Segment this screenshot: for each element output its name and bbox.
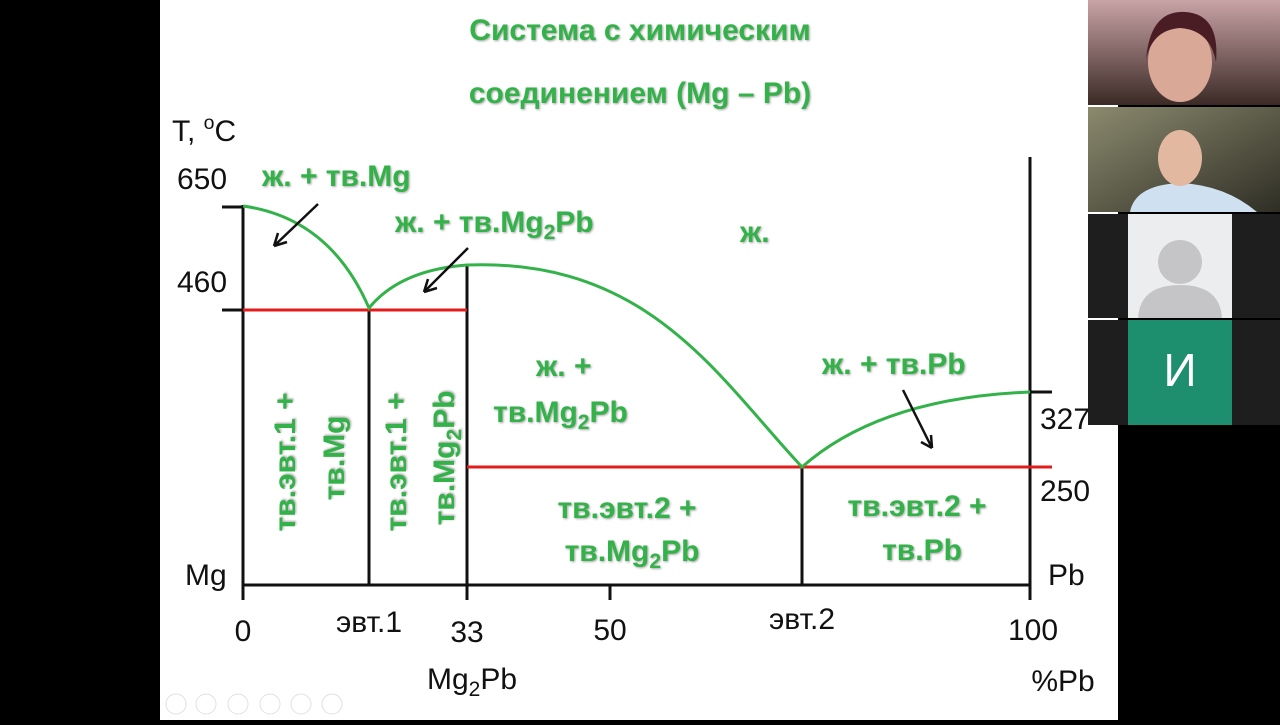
region-label: тв.эвт.2 + — [847, 490, 986, 523]
text-part: 2 — [443, 429, 466, 441]
avatar-body — [1138, 285, 1222, 318]
region-label: тв.эвт.2 + — [557, 492, 696, 525]
region-label: ж. — [739, 216, 770, 249]
label: 650 — [177, 163, 227, 196]
label: 50 — [593, 614, 626, 647]
text-part: 2 — [469, 678, 481, 701]
participant-face — [1158, 130, 1202, 186]
participant-body — [1130, 183, 1257, 212]
slide-controls[interactable] — [165, 693, 343, 715]
text-part: Pb — [589, 396, 627, 429]
text-part: 2 — [649, 550, 661, 573]
text-part: Pb — [555, 206, 593, 239]
diagram — [222, 157, 1052, 600]
text-part: ж. + тв.Mg — [394, 206, 544, 239]
slide-title: соединением (Mg – Pb) — [469, 77, 811, 110]
region-label: тв.Mg2Pb — [428, 391, 466, 526]
text-part: Pb — [428, 391, 461, 429]
text-part: 2 — [578, 411, 590, 434]
label: 327 — [1040, 403, 1090, 436]
text-part: Mg — [427, 663, 469, 696]
region-label: тв.эвт.1 + — [380, 392, 413, 531]
text-part: C — [215, 115, 237, 148]
arrows — [273, 203, 934, 449]
label: Pb — [1048, 559, 1085, 592]
label: Mg2Pb — [427, 663, 517, 701]
region-label: тв.Pb — [882, 534, 962, 567]
label: эвт.2 — [769, 603, 835, 636]
region-label: ж. + тв.Pb — [821, 348, 966, 381]
region-label: ж. + тв.Mg — [261, 160, 411, 193]
label: %Pb — [1031, 665, 1094, 698]
region-label: тв.Mg2Pb — [565, 535, 700, 573]
text-part: Pb — [661, 535, 699, 568]
region-label: тв.эвт.1 + — [269, 392, 302, 531]
participant-hair — [1146, 11, 1217, 62]
video-tiles: И — [1088, 0, 1280, 425]
text-part: o — [204, 112, 215, 134]
y-axis-label: T, oC — [172, 112, 236, 148]
text-part: тв.Mg — [493, 396, 578, 429]
region-label: тв.Mg — [318, 416, 351, 501]
label: эвт.1 — [336, 606, 402, 639]
slide-title: Система с химическим — [469, 14, 810, 47]
label: 33 — [450, 616, 483, 649]
label: 250 — [1040, 475, 1090, 508]
text-part: T, — [172, 115, 204, 148]
region-label: тв.Mg2Pb — [493, 396, 628, 434]
label: 100 — [1008, 614, 1058, 647]
text-part: тв.Mg — [428, 441, 461, 526]
label: 460 — [177, 266, 227, 299]
region-label: ж. + тв.Mg2Pb — [394, 206, 594, 244]
text-part: 2 — [544, 221, 556, 244]
avatar-head — [1158, 240, 1202, 284]
participant-face — [1148, 22, 1212, 102]
arrowheads — [272, 232, 934, 450]
text-part: Pb — [480, 663, 517, 696]
label: Mg — [185, 559, 227, 592]
label: 0 — [235, 615, 252, 648]
text-part: тв.Mg — [565, 535, 650, 568]
avatar-panel — [1128, 320, 1232, 425]
slide — [160, 0, 1118, 720]
participant-initial: И — [1163, 344, 1196, 396]
liquidus — [242, 204, 1031, 470]
region-label: ж. + — [535, 350, 591, 383]
